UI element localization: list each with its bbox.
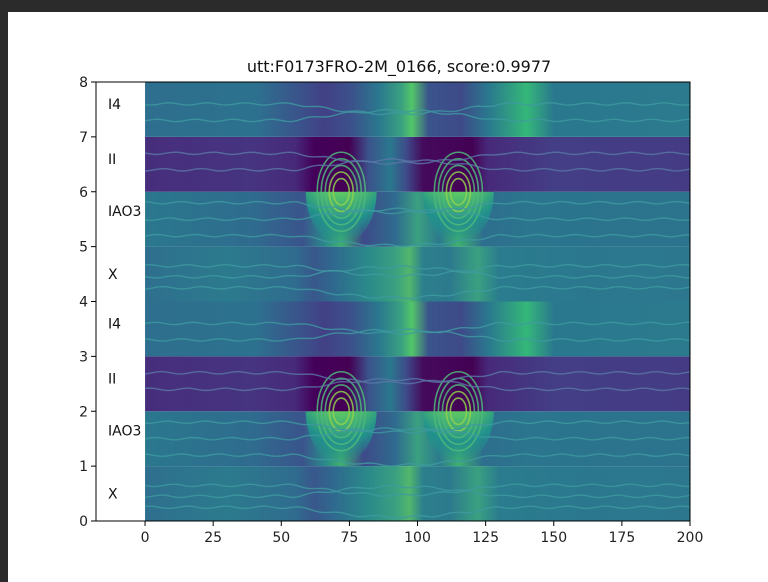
contour-ring (445, 171, 472, 213)
y-tick-label: 7 (79, 130, 88, 146)
heatmap-band (145, 82, 690, 137)
x-tick-label: 125 (472, 530, 499, 546)
contour-ring (332, 397, 351, 426)
contour-ring (441, 384, 476, 439)
contour-line (144, 158, 691, 172)
contour-line (144, 483, 690, 497)
contour-line (144, 453, 691, 467)
contour-lines (144, 102, 691, 520)
x-tick-label: 50 (272, 530, 290, 546)
y-tick-label: 6 (79, 185, 88, 201)
contour-ring (433, 151, 484, 233)
x-tick-label: 100 (404, 530, 431, 546)
y-tick-label: 8 (79, 75, 88, 91)
contour-line (144, 263, 691, 278)
heatmap-band (145, 136, 690, 192)
contour-line (144, 285, 691, 300)
y-tick-label: 1 (79, 459, 88, 475)
contour-ring (445, 390, 472, 432)
contour-ring (441, 164, 476, 219)
contour-ring (328, 171, 355, 213)
row-label: IAO3 (108, 204, 141, 220)
figure-canvas: utt:F0173FRO-2M_0166, score:0.9977 0 25 50… (8, 12, 768, 582)
contour-ring (433, 370, 484, 452)
contour-line (144, 102, 691, 116)
row-label: I4 (108, 316, 121, 332)
y-axis-ticks: 0 1 2 3 4 5 6 7 8 (79, 75, 96, 530)
x-tick-label: 200 (677, 530, 704, 546)
contour-ring (449, 397, 468, 426)
heatmap-band (145, 411, 690, 467)
row-label: X (108, 487, 118, 503)
heatmap-band (145, 466, 690, 521)
contour-line (144, 370, 691, 385)
y-tick-label: 2 (79, 404, 88, 420)
contour-line (144, 328, 691, 342)
contour-line (144, 233, 691, 248)
contour-ring (324, 164, 359, 219)
x-tick-label: 175 (609, 530, 636, 546)
heatmap-band (145, 301, 690, 357)
contour-ring (320, 158, 363, 226)
window-top-bar (0, 0, 768, 12)
contour-line (144, 200, 691, 215)
contour-line (144, 265, 691, 279)
contour-line (144, 484, 691, 499)
x-tick-label: 0 (141, 530, 150, 546)
contour-line (144, 321, 691, 336)
row-label: II (108, 371, 116, 387)
chart-title: utt:F0173FRO-2M_0166, score:0.9977 (247, 57, 551, 77)
row-labels: X IAO3 II I4 X IAO3 II I4 (108, 97, 141, 503)
x-tick-label: 25 (204, 530, 222, 546)
row-label: II (108, 152, 116, 168)
contour-ring (316, 370, 367, 452)
heatmap-band (145, 191, 690, 247)
contour-line (144, 151, 691, 165)
contour-ring (320, 377, 363, 445)
contour-line (144, 207, 691, 222)
contour-line (144, 505, 691, 520)
contour-ring (332, 177, 351, 206)
contour-ring (324, 384, 359, 439)
contour-ring (316, 151, 367, 233)
contour-ring (449, 177, 468, 206)
contour-line (144, 108, 691, 123)
heatmap-band (145, 356, 690, 412)
contour-line (144, 420, 691, 434)
y-tick-label: 4 (79, 295, 88, 311)
contour-ring (437, 158, 480, 226)
x-tick-label: 75 (340, 530, 358, 546)
contour-line (144, 427, 691, 441)
x-tick-label: 150 (540, 530, 567, 546)
x-axis-ticks: 0 25 50 75 100 125 150 175 200 (141, 521, 704, 546)
y-tick-label: 5 (79, 240, 88, 256)
heatmap-chart: utt:F0173FRO-2M_0166, score:0.9977 0 25 50… (79, 57, 704, 546)
row-label: X (108, 267, 118, 283)
contour-line (144, 377, 691, 392)
y-tick-label: 0 (79, 514, 88, 530)
row-label: IAO3 (108, 423, 141, 439)
row-label: I4 (108, 97, 121, 113)
y-tick-label: 3 (79, 349, 88, 365)
